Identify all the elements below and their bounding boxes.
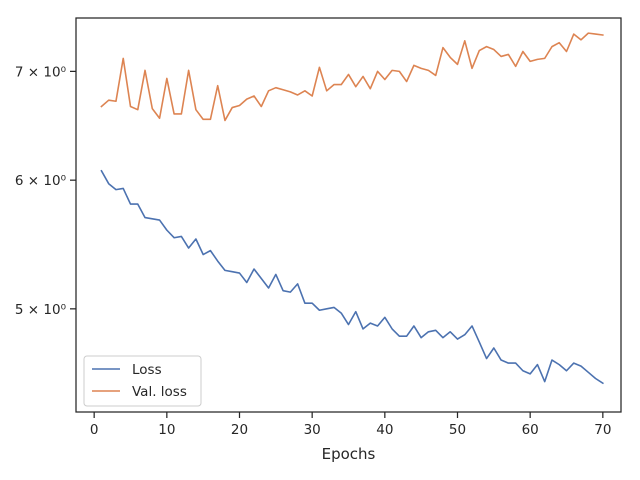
x-tick-label: 10 [158, 422, 175, 438]
x-tick-label: 70 [594, 422, 611, 438]
series-line-val-loss [100, 32, 604, 122]
plot-frame [75, 17, 622, 413]
legend-label-loss: Loss [132, 362, 162, 378]
y-tick-label: 5 × 10⁰ [15, 302, 66, 318]
x-tick-label: 20 [231, 422, 248, 438]
y-tick-label: 6 × 10⁰ [15, 173, 66, 189]
y-axis: 5 × 10⁰ 6 × 10⁰ 7 × 10⁰ [15, 64, 76, 318]
x-tick-label: 30 [304, 422, 321, 438]
x-axis-label: Epochs [322, 445, 376, 463]
legend-label-val-loss: Val. loss [132, 384, 187, 400]
series-line-loss [100, 169, 604, 385]
x-tick-label: 0 [90, 422, 99, 438]
x-tick-label: 40 [376, 422, 393, 438]
y-tick-label: 7 × 10⁰ [15, 64, 66, 80]
x-tick-label: 60 [522, 422, 539, 438]
series-layer [100, 32, 604, 385]
legend: Loss Val. loss [83, 355, 202, 407]
x-tick-label: 50 [449, 422, 466, 438]
x-axis: 0 10 20 30 40 50 60 70 [90, 412, 611, 438]
